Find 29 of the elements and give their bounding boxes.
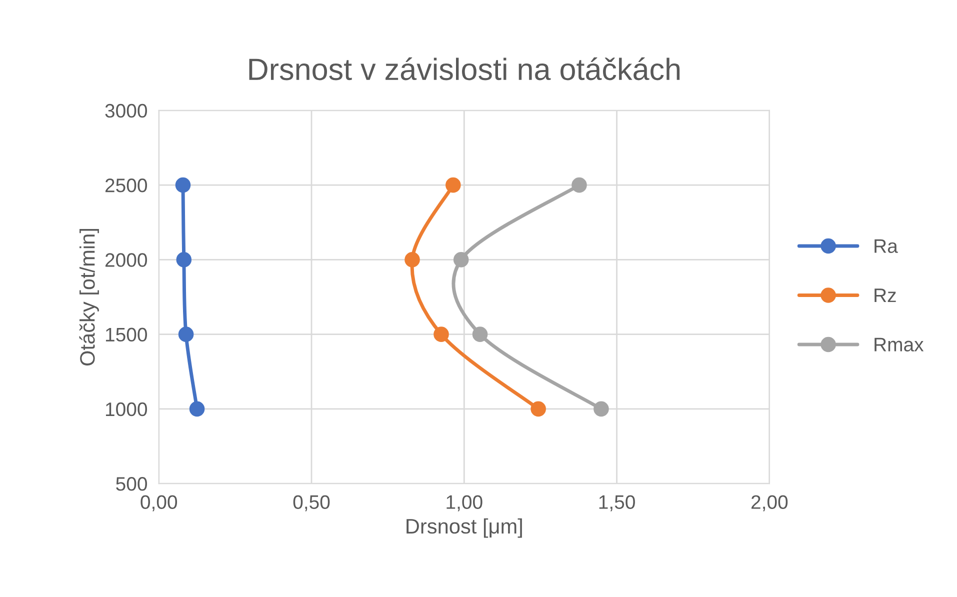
- point: [189, 401, 205, 417]
- point: [472, 326, 488, 342]
- point: [453, 252, 469, 268]
- legend-label: Rmax: [874, 338, 924, 352]
- y-tick-label: 2500: [105, 178, 147, 192]
- x-tick-label: 1,00: [446, 495, 482, 512]
- point: [446, 177, 461, 193]
- point: [434, 326, 449, 342]
- legend-label: Ra: [874, 239, 898, 253]
- x-axis-title: Drsnost [μm]: [406, 518, 522, 538]
- point: [176, 252, 192, 268]
- point: [530, 401, 546, 417]
- y-tick-label: 500: [116, 477, 147, 491]
- x-tick-label: 1,50: [599, 495, 635, 512]
- point: [404, 252, 420, 268]
- point: [175, 177, 191, 193]
- y-tick-label: 1000: [106, 402, 147, 416]
- legend-label: Rz: [874, 288, 896, 302]
- y-axis-title: Otáčky [ot/min]: [79, 229, 99, 366]
- y-tick-label: 1500: [106, 328, 147, 342]
- x-tick-label: 0,00: [140, 495, 178, 512]
- point: [572, 177, 587, 193]
- y-tick-label: 3000: [105, 104, 147, 118]
- x-tick-label: 2,00: [751, 495, 788, 512]
- point: [594, 401, 609, 417]
- point: [178, 326, 194, 342]
- chart-title: Drsnost v závislosti na otáčkách: [249, 57, 680, 80]
- x-tick-label: 0,50: [293, 495, 330, 512]
- y-tick-label: 2000: [105, 253, 147, 267]
